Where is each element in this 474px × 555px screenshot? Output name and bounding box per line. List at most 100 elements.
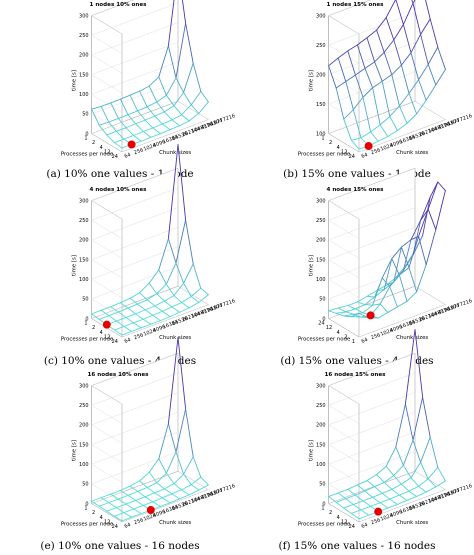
mesh-line bbox=[389, 286, 398, 308]
mesh-line bbox=[154, 305, 163, 312]
mesh-line bbox=[400, 483, 410, 492]
gridline bbox=[328, 187, 416, 239]
x-tick-label: 2 bbox=[344, 334, 347, 340]
mesh-line bbox=[427, 208, 437, 230]
mesh-line bbox=[190, 90, 202, 106]
y-tick-label: 1024 bbox=[380, 328, 394, 338]
mesh-line bbox=[435, 190, 446, 230]
x-tick-label: 12 bbox=[104, 519, 110, 525]
y-tick-label: 16384 bbox=[399, 134, 416, 145]
x-tick-label: 4 bbox=[337, 515, 340, 521]
mesh-line bbox=[395, 0, 404, 25]
mesh-line bbox=[343, 118, 352, 141]
z-tick-label: 150 bbox=[316, 442, 326, 448]
mesh-line bbox=[181, 489, 190, 496]
mesh-line bbox=[389, 494, 400, 500]
y-tick-label: 1024 bbox=[143, 143, 157, 153]
mesh-line bbox=[404, 254, 414, 267]
gridline bbox=[91, 392, 179, 444]
mesh-line bbox=[179, 120, 190, 127]
mesh-line bbox=[167, 337, 179, 425]
mesh-line bbox=[372, 80, 383, 89]
x-axis-label: Processes per node bbox=[61, 151, 114, 157]
mesh-line bbox=[154, 488, 165, 494]
mesh-line bbox=[422, 196, 431, 237]
mesh-line bbox=[381, 488, 393, 494]
mesh-line bbox=[402, 24, 412, 54]
y-axis-label: Chunk sizes bbox=[396, 520, 428, 526]
mesh-line bbox=[100, 102, 112, 107]
mesh-line bbox=[387, 504, 398, 509]
mesh-line bbox=[366, 290, 378, 297]
mesh-line bbox=[366, 29, 378, 39]
mesh-line bbox=[381, 80, 391, 117]
mesh-line bbox=[364, 67, 374, 89]
mesh-line bbox=[181, 0, 187, 24]
mesh-line bbox=[337, 307, 347, 313]
gridline bbox=[328, 412, 416, 464]
mesh-line bbox=[133, 322, 142, 329]
mesh-line bbox=[165, 283, 175, 296]
z-tick-label: 300 bbox=[79, 383, 89, 389]
z-tick-label: 300 bbox=[316, 383, 326, 389]
y-axis-label: Chunk sizes bbox=[396, 335, 428, 341]
mesh-line bbox=[163, 111, 173, 121]
z-axis-label: time [s] bbox=[72, 440, 78, 461]
mesh-line bbox=[119, 489, 129, 496]
mesh-line bbox=[354, 490, 366, 496]
x-tick-label: 2 bbox=[92, 325, 95, 331]
mesh-line bbox=[125, 123, 137, 129]
mesh-line bbox=[347, 44, 358, 52]
mesh-line bbox=[100, 493, 112, 499]
gridline bbox=[91, 187, 179, 239]
mesh-line bbox=[163, 295, 175, 302]
mesh-line bbox=[161, 310, 171, 318]
x-tick-label: 1 bbox=[352, 339, 355, 345]
y-tick-label: 16777216 bbox=[210, 113, 236, 127]
mesh-line bbox=[412, 2, 422, 35]
mesh-line bbox=[354, 67, 366, 76]
mesh-line bbox=[185, 22, 194, 64]
mesh-line bbox=[356, 484, 366, 492]
mesh-line bbox=[418, 63, 429, 81]
mesh-line bbox=[115, 320, 125, 327]
mesh-line bbox=[379, 286, 391, 305]
mesh-line bbox=[165, 94, 175, 107]
y-tick-label: 4096 bbox=[152, 509, 166, 519]
z-tick-label: 50 bbox=[82, 482, 88, 488]
mesh-line bbox=[129, 297, 139, 305]
z-tick-label: 150 bbox=[316, 257, 326, 263]
mesh-line bbox=[91, 497, 102, 502]
x-tick-label: 2 bbox=[329, 510, 332, 516]
z-tick-label: 200 bbox=[79, 423, 89, 429]
mesh-line bbox=[175, 408, 187, 453]
mesh-line bbox=[91, 313, 100, 320]
mesh-line bbox=[159, 129, 171, 135]
mesh-line bbox=[383, 481, 393, 490]
mesh-line bbox=[173, 473, 185, 485]
x-tick-label: 12 bbox=[341, 149, 347, 155]
mesh-line bbox=[179, 307, 190, 313]
mesh-line bbox=[183, 62, 194, 93]
floor bbox=[91, 100, 209, 153]
mesh-line bbox=[113, 512, 125, 517]
mesh-line bbox=[335, 501, 345, 509]
x-tick-label: 1 bbox=[84, 506, 87, 512]
z-tick-label: 0 bbox=[322, 316, 325, 322]
mesh-line bbox=[127, 114, 137, 125]
z-tick-label: 150 bbox=[79, 72, 89, 78]
mesh-line bbox=[144, 305, 156, 311]
z-tick-label: 200 bbox=[316, 423, 326, 429]
gridline bbox=[328, 207, 416, 259]
mesh-line bbox=[183, 263, 194, 284]
mesh-line bbox=[165, 262, 177, 285]
mesh-line bbox=[393, 475, 402, 485]
mesh-line bbox=[156, 482, 165, 490]
mesh-line bbox=[115, 503, 127, 509]
mesh-line bbox=[131, 327, 142, 332]
mesh-line bbox=[121, 516, 133, 522]
mesh-line bbox=[383, 475, 395, 483]
y-tick-label: 65536 bbox=[172, 131, 189, 142]
mesh-line bbox=[167, 238, 177, 264]
mesh-line bbox=[356, 37, 368, 46]
